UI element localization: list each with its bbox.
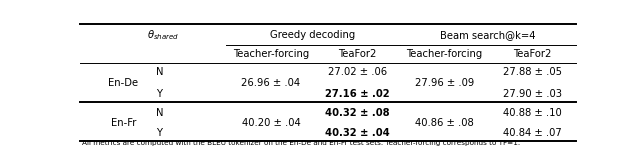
Text: 27.16 ± .02: 27.16 ± .02	[326, 89, 390, 99]
Text: 40.84 ± .07: 40.84 ± .07	[503, 128, 562, 138]
Text: TeaFor2: TeaFor2	[339, 49, 377, 59]
Text: 26.96 ± .04: 26.96 ± .04	[241, 78, 301, 88]
Text: 27.96 ± .09: 27.96 ± .09	[415, 78, 474, 88]
Text: 40.86 ± .08: 40.86 ± .08	[415, 118, 474, 128]
Text: 27.90 ± .03: 27.90 ± .03	[503, 89, 562, 99]
Text: Teacher-forcing: Teacher-forcing	[406, 49, 483, 59]
Text: N: N	[156, 108, 163, 118]
Text: $\theta_{shared}$: $\theta_{shared}$	[147, 28, 179, 42]
Text: 27.88 ± .05: 27.88 ± .05	[503, 67, 562, 77]
Text: 40.88 ± .10: 40.88 ± .10	[503, 108, 562, 118]
Text: Beam search@k=4: Beam search@k=4	[440, 30, 536, 40]
Text: En-De: En-De	[108, 78, 138, 88]
Text: 40.32 ± .08: 40.32 ± .08	[326, 108, 390, 118]
Text: 27.02 ± .06: 27.02 ± .06	[328, 67, 387, 77]
Text: 40.32 ± .04: 40.32 ± .04	[325, 128, 390, 138]
Text: TeaFor2: TeaFor2	[513, 49, 552, 59]
Text: Teacher-forcing: Teacher-forcing	[233, 49, 309, 59]
Text: Greedy decoding: Greedy decoding	[271, 30, 356, 40]
Text: 40.20 ± .04: 40.20 ± .04	[241, 118, 300, 128]
Text: All metrics are computed with the BLEU tokenizer on the En-De and En-Fr test set: All metrics are computed with the BLEU t…	[83, 140, 520, 146]
Text: N: N	[156, 67, 163, 77]
Text: En-Fr: En-Fr	[111, 118, 136, 128]
Text: Y: Y	[156, 128, 163, 138]
Text: Y: Y	[156, 89, 163, 99]
